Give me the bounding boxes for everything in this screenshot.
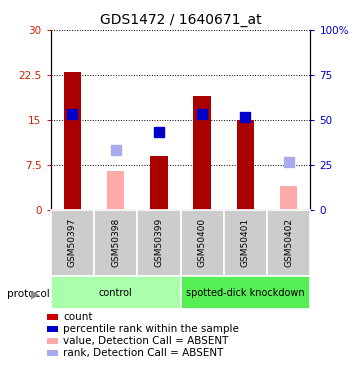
Text: value, Detection Call = ABSENT: value, Detection Call = ABSENT xyxy=(63,336,229,346)
Text: GSM50400: GSM50400 xyxy=(198,218,206,267)
Bar xyxy=(193,96,211,210)
Bar xyxy=(51,276,180,309)
Text: percentile rank within the sample: percentile rank within the sample xyxy=(63,324,239,334)
Text: control: control xyxy=(99,288,132,297)
Bar xyxy=(280,186,297,210)
Bar xyxy=(237,120,254,210)
Bar xyxy=(107,171,124,210)
Bar xyxy=(94,210,137,276)
Text: spotted-dick knockdown: spotted-dick knockdown xyxy=(186,288,305,297)
Bar xyxy=(150,156,168,210)
Text: GSM50398: GSM50398 xyxy=(111,218,120,267)
Bar xyxy=(51,210,94,276)
Text: protocol: protocol xyxy=(7,290,50,299)
Text: GDS1472 / 1640671_at: GDS1472 / 1640671_at xyxy=(100,13,261,27)
Text: count: count xyxy=(63,312,93,322)
Text: rank, Detection Call = ABSENT: rank, Detection Call = ABSENT xyxy=(63,348,223,358)
Bar xyxy=(137,210,180,276)
Bar xyxy=(224,210,267,276)
Text: GSM50402: GSM50402 xyxy=(284,218,293,267)
Bar xyxy=(267,210,310,276)
Text: GSM50401: GSM50401 xyxy=(241,218,250,267)
Text: GSM50397: GSM50397 xyxy=(68,218,77,267)
Text: ▶: ▶ xyxy=(31,290,40,299)
Bar xyxy=(180,276,310,309)
Bar xyxy=(180,210,224,276)
Text: GSM50399: GSM50399 xyxy=(155,218,163,267)
Bar xyxy=(64,72,81,210)
